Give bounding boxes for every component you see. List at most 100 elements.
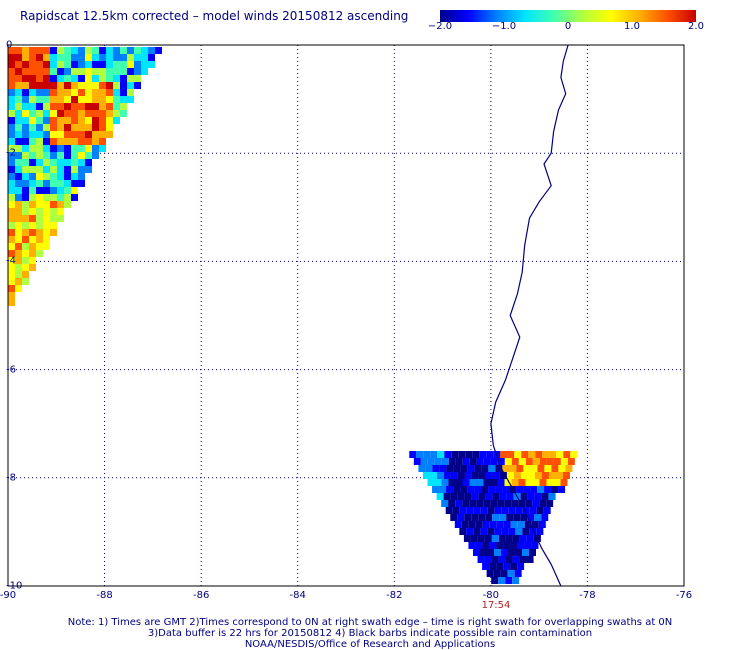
wind-cell xyxy=(106,75,113,82)
latitude-tick-label: -10 xyxy=(6,580,23,592)
wind-cell xyxy=(422,472,430,479)
wind-cell xyxy=(15,159,22,166)
wind-cell xyxy=(57,124,64,131)
wind-cell xyxy=(99,68,106,75)
wind-cell xyxy=(64,124,71,131)
wind-cell xyxy=(71,103,78,110)
wind-cell xyxy=(43,75,50,82)
wind-cell xyxy=(486,570,494,577)
wind-cell xyxy=(15,229,22,236)
wind-cell xyxy=(22,215,29,222)
coastline xyxy=(490,44,569,587)
wind-cell xyxy=(22,271,29,278)
wind-cell xyxy=(8,187,15,194)
wind-cell xyxy=(517,563,525,570)
wind-cell xyxy=(71,54,78,61)
wind-cell xyxy=(473,507,481,514)
wind-cell xyxy=(78,68,85,75)
wind-cell xyxy=(511,458,519,465)
wind-cell xyxy=(516,465,524,472)
wind-cell xyxy=(99,103,106,110)
wind-cell xyxy=(92,152,99,159)
wind-cell xyxy=(22,278,29,285)
wind-cell xyxy=(50,110,57,117)
wind-cell xyxy=(501,549,508,556)
wind-cell xyxy=(71,89,78,96)
wind-cell xyxy=(57,68,64,75)
wind-cell xyxy=(92,145,99,152)
wind-cell xyxy=(64,166,71,173)
wind-cell xyxy=(464,493,472,500)
wind-cell xyxy=(471,472,479,479)
wind-cell xyxy=(29,201,36,208)
wind-cell xyxy=(141,47,148,54)
wind-cell xyxy=(8,180,15,187)
colorbar-tick-label: 0 xyxy=(564,21,572,32)
wind-cell xyxy=(472,451,480,458)
wind-cell xyxy=(36,215,43,222)
wind-cell xyxy=(479,451,487,458)
wind-cell xyxy=(22,229,29,236)
wind-cell xyxy=(29,166,36,173)
wind-cell xyxy=(515,549,522,556)
wind-cell xyxy=(22,103,29,110)
wind-cell xyxy=(57,110,64,117)
wind-cell xyxy=(432,465,440,472)
wind-cell xyxy=(57,152,64,159)
wind-cell xyxy=(64,159,71,166)
wind-cell xyxy=(134,82,141,89)
wind-cell xyxy=(36,117,43,124)
wind-cell xyxy=(525,479,533,486)
wind-cell xyxy=(43,68,50,75)
wind-cell xyxy=(15,131,22,138)
wind-cell xyxy=(534,472,542,479)
wind-cell xyxy=(513,472,521,479)
wind-cell xyxy=(441,479,449,486)
wind-cell xyxy=(71,75,78,82)
wind-cell xyxy=(505,556,513,563)
wind-cell xyxy=(409,451,417,458)
longitude-tick-label: -82 xyxy=(386,590,403,601)
wind-cell xyxy=(567,458,575,465)
wind-cell xyxy=(548,493,556,500)
wind-cell xyxy=(15,215,22,222)
wind-cell xyxy=(446,486,454,493)
wind-cell xyxy=(508,549,515,556)
wind-cell xyxy=(518,458,526,465)
wind-cell xyxy=(530,465,538,472)
wind-cell xyxy=(474,486,482,493)
colorbar-tick-label: 2.0 xyxy=(688,21,704,32)
wind-cell xyxy=(8,292,15,299)
wind-cell xyxy=(50,61,57,68)
wind-cell xyxy=(534,514,542,521)
wind-cell xyxy=(71,145,78,152)
wind-cell xyxy=(448,458,456,465)
wind-cell xyxy=(22,201,29,208)
wind-cell xyxy=(71,68,78,75)
wind-cell xyxy=(78,159,85,166)
wind-cell xyxy=(29,257,36,264)
wind-cell xyxy=(517,521,525,528)
wind-cell xyxy=(36,236,43,243)
wind-cell xyxy=(450,514,458,521)
latitude-tick-label: -4 xyxy=(6,255,16,267)
wind-cell xyxy=(495,486,503,493)
map-frame xyxy=(7,44,685,587)
wind-cell xyxy=(36,75,43,82)
wind-cell xyxy=(50,229,57,236)
wind-cell xyxy=(493,570,501,577)
wind-cell xyxy=(57,173,64,180)
wind-cell xyxy=(15,47,22,54)
wind-cell xyxy=(15,264,22,271)
wind-cell xyxy=(92,96,99,103)
wind-cell xyxy=(527,472,535,479)
wind-cell xyxy=(43,243,50,250)
wind-cell xyxy=(57,215,64,222)
wind-cell xyxy=(508,507,516,514)
wind-cell xyxy=(113,47,120,54)
wind-cell xyxy=(71,82,78,89)
wind-cell xyxy=(8,229,15,236)
wind-cell xyxy=(29,243,36,250)
wind-cell xyxy=(8,236,15,243)
wind-cell xyxy=(29,131,36,138)
